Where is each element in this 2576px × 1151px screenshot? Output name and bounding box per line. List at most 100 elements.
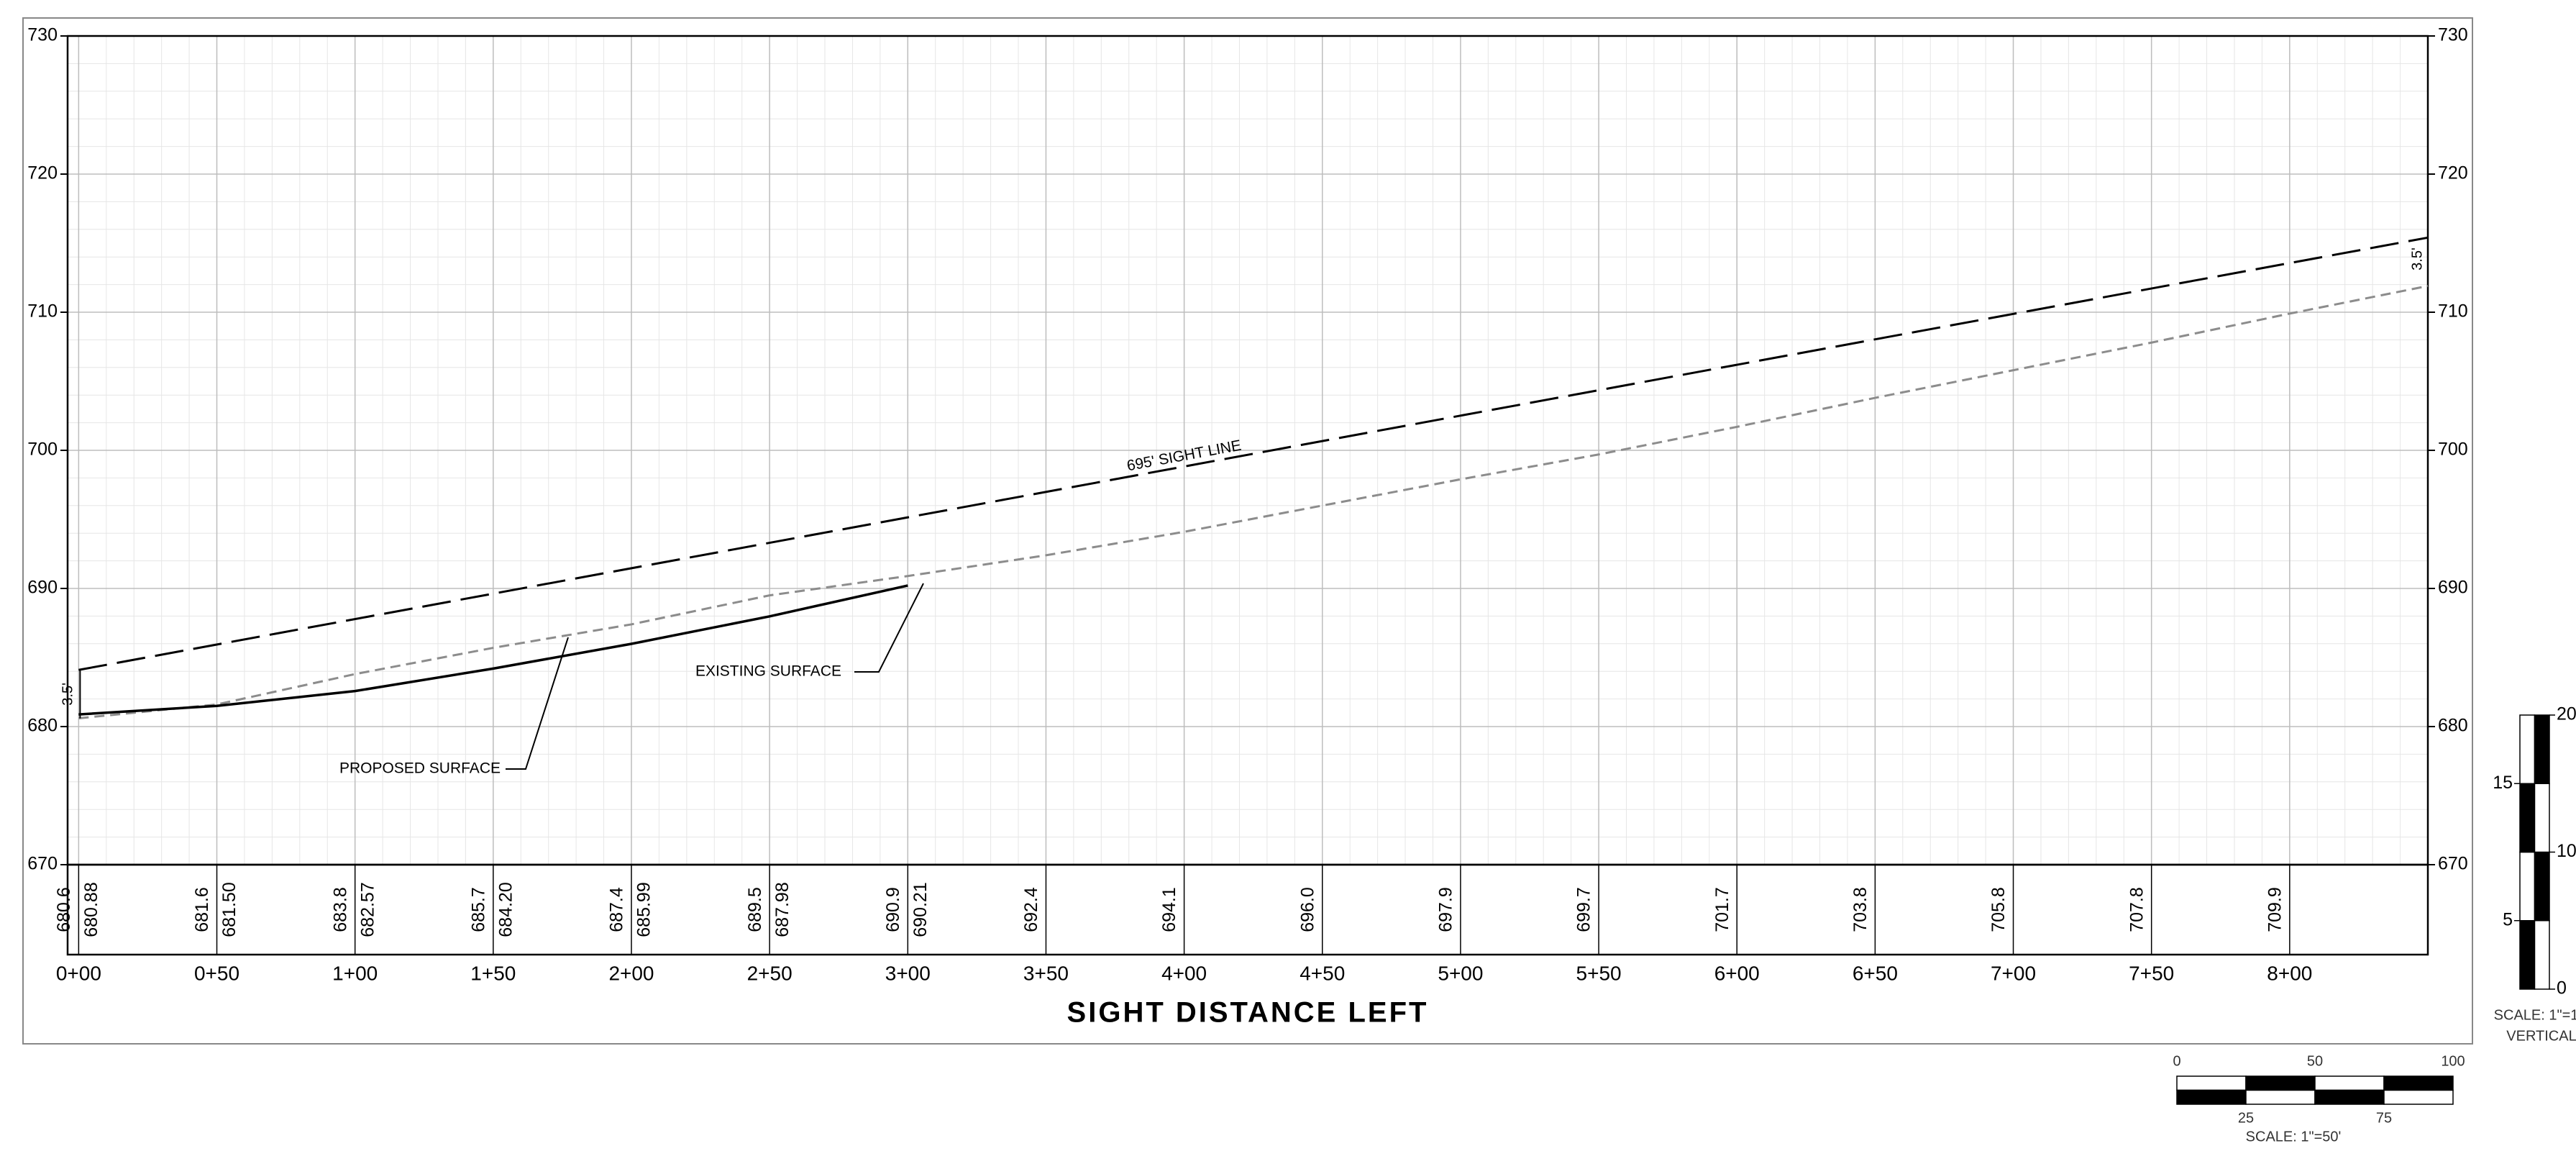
scale-tick-label: 75 [2376,1110,2392,1126]
scale-tick-label: 0 [2557,978,2567,998]
y-tick-label: 700 [27,440,58,460]
x-tick-label: 4+50 [1300,962,1345,984]
elevation-label: 690.9 [883,887,903,932]
elevation-label: 681.6 [192,887,212,932]
series-line [78,236,2429,671]
scale-cell [2176,1075,2247,1091]
x-tick-label: 0+00 [56,962,101,984]
x-tick-label: 3+50 [1023,962,1069,984]
scale-cell [2534,783,2550,853]
marks: 680.6 681.6 683.8 685.7 687.4 689.5 690.9 692.4… [54,236,2429,937]
scale-cell [2519,851,2536,922]
y2-tick-label: 700 [2438,440,2468,460]
y-tick-label: 680 [27,716,58,736]
elevation-label: 680.88 [81,882,101,937]
elevation-label: 690.21 [910,882,931,937]
elevation-label: 694.1 [1159,887,1179,932]
x-tick-label: 1+50 [470,962,516,984]
scale-cell [2519,714,2536,784]
x-tick-label: 0+50 [194,962,239,984]
elevation-label: 692.4 [1021,887,1041,932]
elevation-label: 680.6 [54,887,74,932]
x-tick-label: 4+00 [1161,962,1207,984]
sheet-frame [22,17,2473,1045]
y-tick-label: 710 [27,301,58,322]
y2-tick-label: 710 [2438,301,2468,322]
y2-tick-label: 680 [2438,716,2468,736]
scale-cell [2534,714,2550,784]
x-tick-label: 5+00 [1438,962,1483,984]
elevation-label: 681.50 [219,882,239,937]
y2-tick-label: 690 [2438,578,2468,598]
scale-tick-label: 50 [2307,1053,2323,1069]
proposed-label: PROPOSED SURFACE [339,760,501,777]
offset-label: 3.5' [60,683,76,706]
x-tick-label: 8+00 [2267,962,2312,984]
elevation-label: 707.8 [2127,887,2147,932]
x-tick-label: 1+00 [332,962,378,984]
scale-tick-label: 20 [2557,704,2576,724]
scale-cell [2245,1075,2316,1091]
elevation-label: 705.8 [1988,887,2009,932]
scale-tick-label: 100 [2441,1053,2465,1069]
elevation-label: 683.8 [330,887,350,932]
scale-cell [2383,1089,2454,1105]
scale-cell [2534,851,2550,922]
scale-tick-label: 0 [2173,1053,2180,1069]
y-tick-label: 690 [27,578,58,598]
y2-tick-label: 720 [2438,163,2468,183]
scale-cell [2314,1075,2385,1091]
scale-label: SCALE: 1"=10' [2494,1007,2576,1023]
elevation-label: 689.5 [745,887,765,932]
scale-cell [2519,783,2536,853]
y2-tick-label: 670 [2438,854,2468,874]
scale-cell [2245,1089,2316,1105]
existing-label: EXISTING SURFACE [695,663,841,680]
elevation-label: 687.98 [772,882,793,937]
chart-title: SIGHT DISTANCE LEFT [1067,997,1429,1029]
x-tick-label: 6+00 [1714,962,1760,984]
elevation-label: 699.7 [1574,887,1594,932]
x-tick-label: 2+00 [608,962,654,984]
scale-cell [2534,920,2550,990]
elevation-label: 701.7 [1712,887,1732,932]
scale-tick-label: 5 [2503,909,2513,929]
scale-tick-label: 25 [2238,1110,2254,1126]
x-tick-label: 2+50 [747,962,793,984]
elevation-label: 697.9 [1436,887,1456,932]
elevation-strip [66,863,2429,956]
x-tick-label: 7+50 [2129,962,2174,984]
scale-note: VERTICAL [2506,1028,2576,1044]
x-tick-label: 7+00 [1991,962,2036,984]
elevation-label: 696.0 [1297,887,1317,932]
grid [60,35,2435,956]
series-line [78,285,2429,719]
y-tick-label: 670 [27,854,58,874]
scale-tick-label: 15 [2493,773,2513,793]
elevation-label: 684.20 [495,882,516,937]
scale-cell [2383,1075,2454,1091]
scale-cell [2314,1089,2385,1105]
scale-tick-label: 10 [2557,841,2576,861]
elevation-label: 687.4 [607,887,627,932]
leader [506,637,569,770]
elevation-label: 685.99 [634,882,654,937]
scale-cell [2519,920,2536,990]
elevation-label: 709.9 [2265,887,2285,932]
elevation-label: 682.57 [357,882,378,937]
x-tick-label: 3+00 [885,962,931,984]
elevation-label: 685.7 [468,887,488,932]
y2-tick-label: 730 [2438,25,2468,45]
offset-label: 3.5' [2409,247,2425,270]
y-tick-label: 730 [27,25,58,45]
scale-cell [2176,1089,2247,1105]
leader [854,583,924,673]
scale-label: SCALE: 1"=50' [2246,1129,2342,1145]
series-line [78,584,908,716]
x-tick-label: 6+50 [1853,962,1898,984]
x-tick-label: 5+50 [1576,962,1622,984]
y-tick-label: 720 [27,163,58,183]
elevation-label: 703.8 [1850,887,1871,932]
